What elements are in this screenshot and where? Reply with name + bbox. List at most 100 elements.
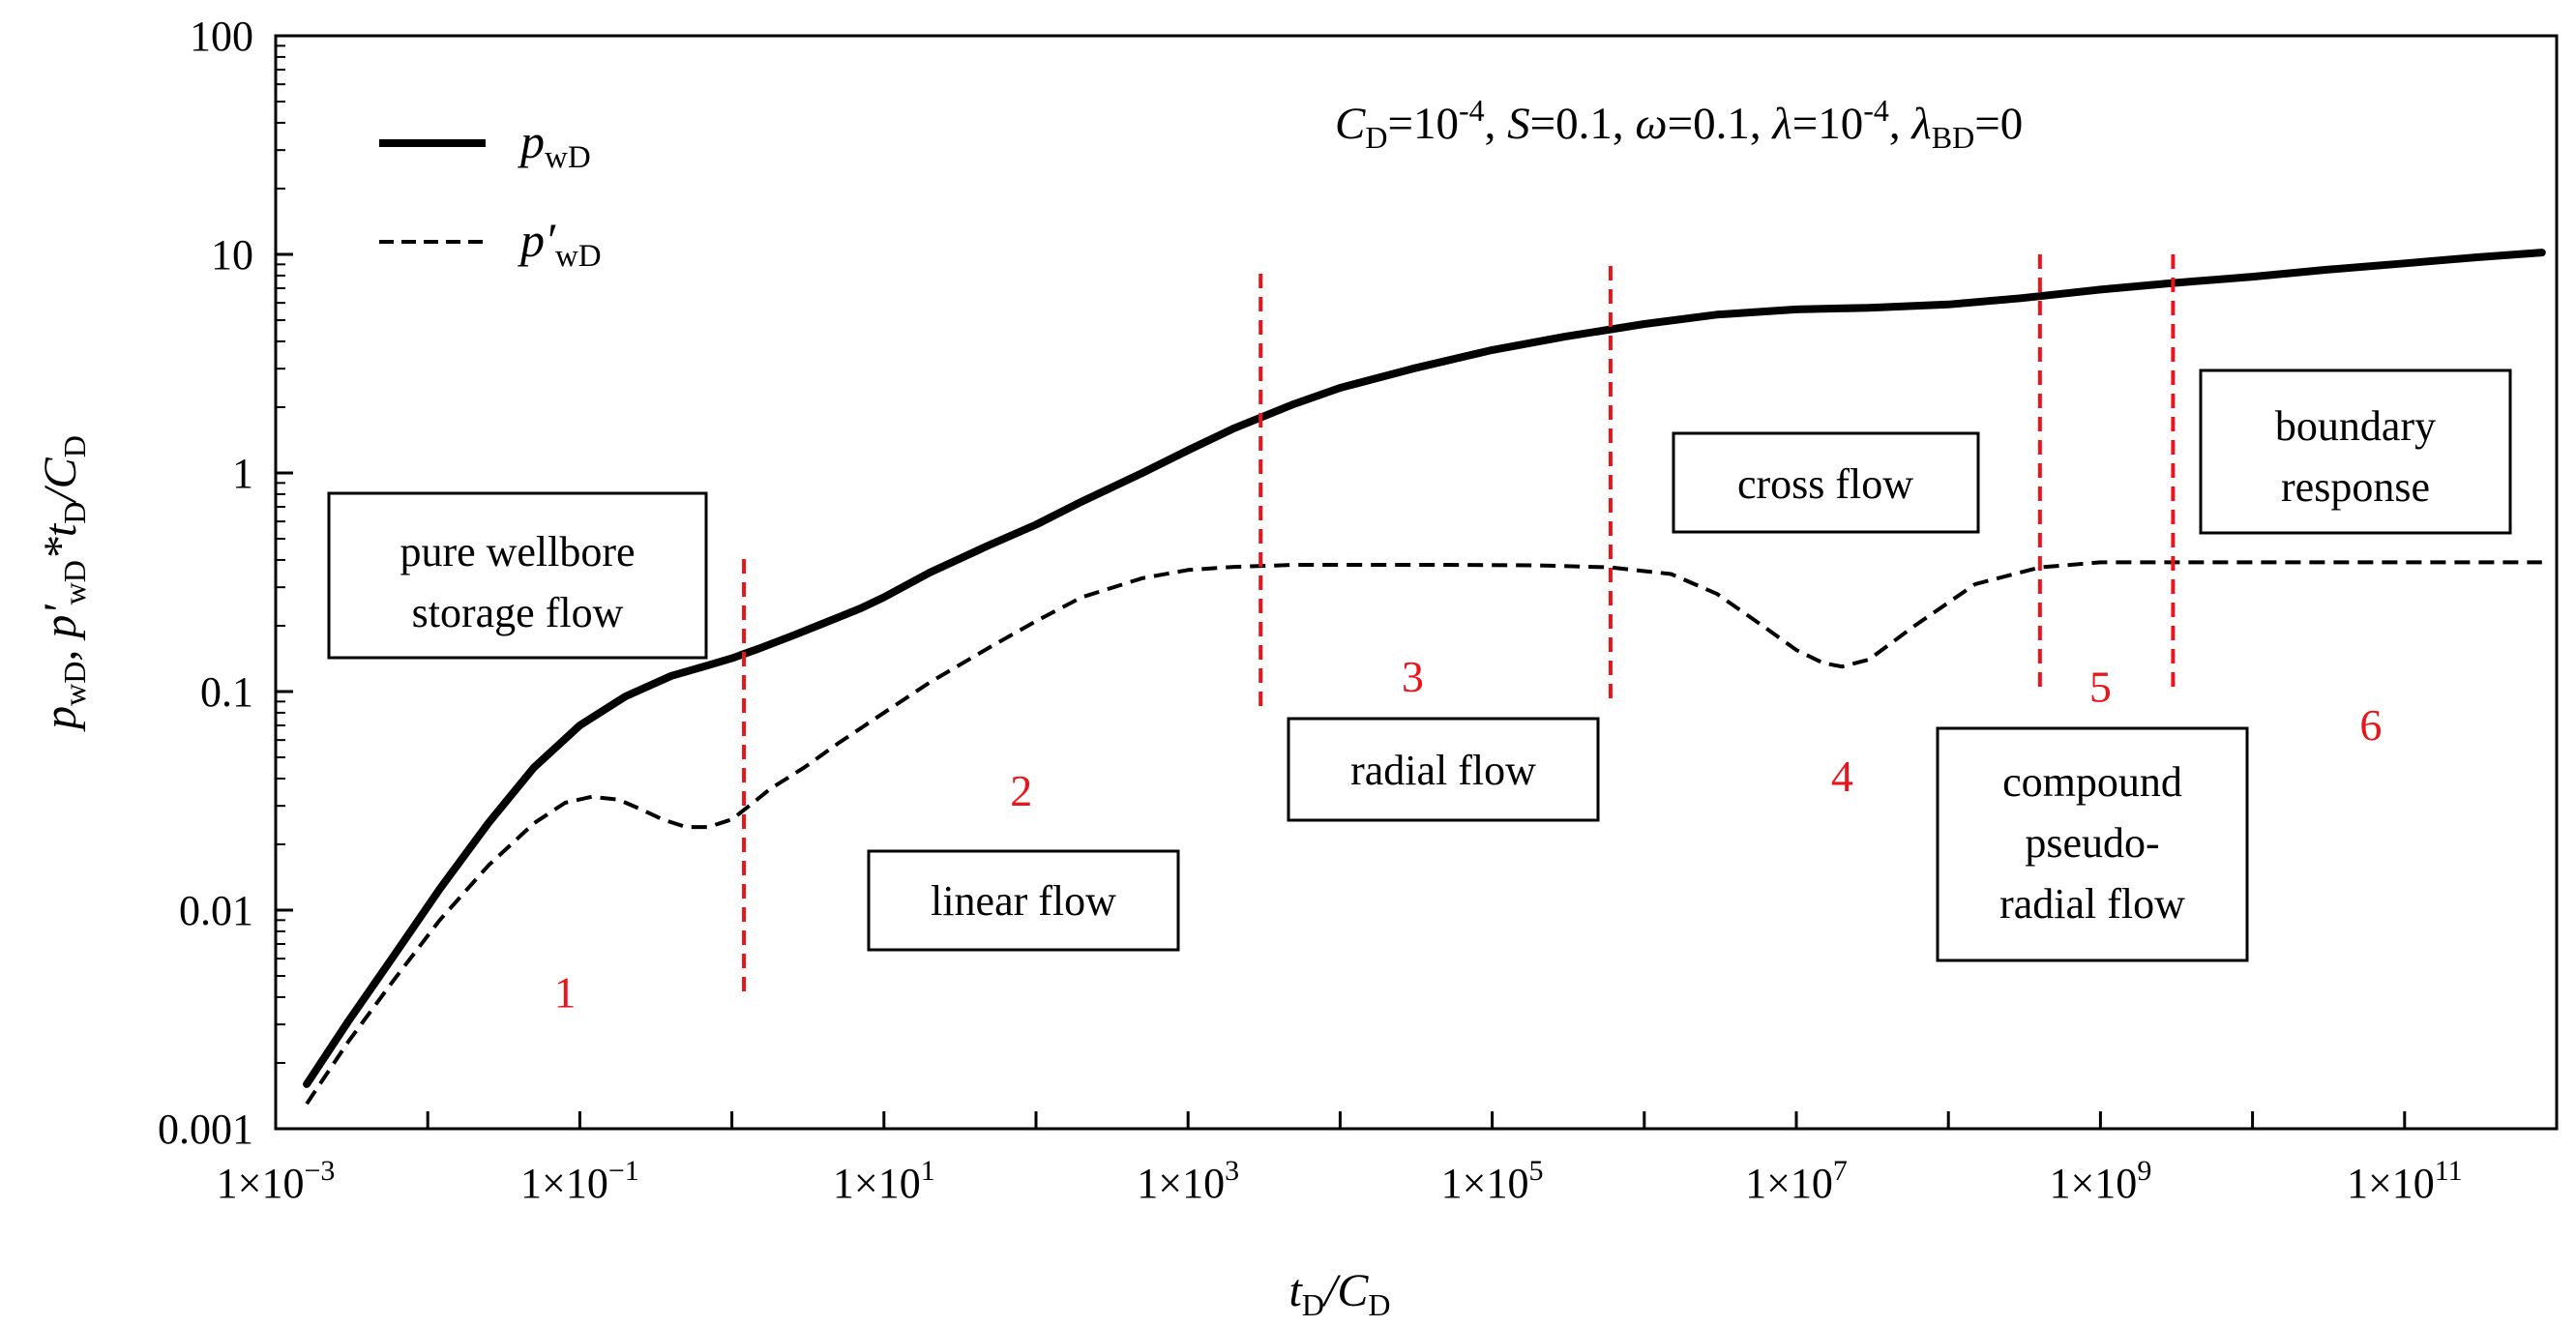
xlabel-sub: D	[1302, 1287, 1324, 1322]
legend: pwD p′wD	[379, 114, 602, 274]
x-tick-label: 1×103	[1137, 1155, 1239, 1207]
series-line-pwd	[303, 249, 2546, 1088]
param-lbd-value: =0	[1974, 99, 2023, 149]
param-cd-symbol: C	[1335, 99, 1366, 149]
axis-ticks	[274, 34, 2559, 1131]
x-tick-exponent: 9	[2137, 1155, 2151, 1187]
flow-box-boundary-response: boundary response	[2199, 369, 2512, 535]
flow-box-frame	[327, 491, 708, 660]
flow-box-linear: linear flow	[867, 849, 1180, 952]
ylabel-sub: wD	[57, 662, 92, 706]
flow-box-compound-pseudo-radial: compound pseudo- radial flow	[1936, 726, 2249, 962]
series-line-pwd-derivative	[305, 560, 2542, 1106]
x-tick-label: 1×107	[1745, 1155, 1848, 1207]
y-tick-label: 100	[190, 13, 253, 60]
flow-box-cross: cross flow	[1672, 431, 1980, 534]
y-tick-label: 1	[232, 450, 253, 497]
y-tick-label: 0.1	[200, 668, 253, 716]
y-tick-label: 10	[211, 231, 253, 279]
x-tick-label: 1×1011	[2347, 1155, 2463, 1207]
region-number: 2	[1010, 766, 1032, 815]
param-s-value: =0.1,	[1530, 99, 1636, 149]
x-tick-base: 1×10	[833, 1160, 921, 1207]
y-tick-labels: 0.001 0.01 0.1 1 10 100	[158, 13, 253, 1153]
legend-symbol: p	[518, 114, 545, 168]
flow-box-line: compound	[2002, 758, 2182, 806]
x-tick-base: 1×10	[1137, 1160, 1225, 1207]
legend-label-pwd: pwD	[518, 114, 591, 175]
ylabel-sub: D	[57, 435, 92, 457]
x-tick-exponent: 7	[1833, 1155, 1848, 1187]
x-tick-exponent: 11	[2435, 1155, 2463, 1187]
divider-layer	[742, 254, 2176, 996]
param-s-symbol: S	[1507, 99, 1530, 149]
flow-box-frame	[2199, 369, 2512, 535]
x-tick-labels: 1×10−3 1×10−1 1×101 1×103 1×105 1×107 1×109 1×1…	[217, 1155, 2463, 1207]
flow-box-line: radial flow	[1999, 880, 2185, 928]
y-tick-label: 0.01	[179, 887, 253, 934]
ylabel-t: *t	[35, 522, 86, 560]
xlabel-c: /C	[1321, 1265, 1369, 1316]
legend-subscript: wD	[545, 140, 591, 175]
region-number-layer: 1 2 3 4 5 6	[554, 652, 2383, 1017]
x-tick-label: 1×105	[1441, 1155, 1544, 1207]
region-number: 4	[1831, 752, 1853, 801]
flow-box-line: storage flow	[412, 589, 624, 636]
legend-subscript: wD	[555, 239, 602, 274]
x-tick-exponent: −3	[304, 1155, 335, 1187]
y-tick-label: 0.001	[158, 1106, 253, 1153]
flow-box-line: pure wellbore	[400, 528, 635, 575]
flow-box-line: boundary	[2275, 402, 2436, 450]
flow-box-line: linear flow	[931, 877, 1116, 925]
flow-box-frame	[1287, 717, 1600, 822]
xlabel-t: t	[1289, 1265, 1304, 1316]
legend-label-pwd-derivative: p′wD	[518, 213, 602, 274]
x-axis-title: tD/CD	[1289, 1265, 1391, 1322]
param-separator: ,	[1889, 99, 1912, 149]
flow-box-frame	[1672, 431, 1980, 534]
region-number: 6	[2359, 700, 2382, 750]
x-tick-exponent: −1	[608, 1155, 639, 1187]
flow-box-frame	[867, 849, 1180, 952]
x-tick-exponent: 3	[1225, 1155, 1239, 1187]
ylabel-p: p	[35, 706, 86, 732]
ylabel-pprime: , p'	[35, 605, 86, 662]
flow-box-pure-wellbore-storage: pure wellbore storage flow	[327, 491, 708, 660]
series-layer	[303, 249, 2546, 1106]
x-tick-base: 1×10	[2049, 1160, 2137, 1207]
flow-box-line: pseudo-	[2025, 819, 2159, 867]
x-tick-exponent: 5	[1529, 1155, 1544, 1187]
param-cd-value: =10	[1387, 99, 1459, 149]
flow-box-line: radial flow	[1350, 747, 1536, 794]
x-tick-base: 1×10	[217, 1160, 305, 1207]
param-cd-exponent: -4	[1459, 93, 1485, 128]
region-number: 3	[1402, 652, 1424, 701]
plot-frame	[274, 34, 2559, 1131]
ylabel-sub: D	[57, 502, 92, 524]
x-tick-label: 1×10−3	[217, 1155, 336, 1207]
x-tick-base: 1×10	[2347, 1160, 2435, 1207]
param-lbd-symbol: λ	[1910, 99, 1931, 149]
flow-box-line: response	[2281, 463, 2430, 511]
x-tick-base: 1×10	[1441, 1160, 1529, 1207]
ylabel-c: /C	[35, 457, 86, 504]
param-lambda-value: =10	[1792, 99, 1864, 149]
param-lbd-subscript: BD	[1932, 120, 1974, 155]
flow-box-radial: radial flow	[1287, 717, 1600, 822]
parameter-annotation: CD=10-4, S=0.1, ω=0.1, λ=10-4, λBD=0	[1335, 93, 2023, 155]
param-lambda-symbol: λ	[1770, 99, 1791, 149]
param-omega-symbol: ω	[1635, 99, 1667, 149]
ylabel-sub: wD	[57, 560, 92, 605]
flow-box-line: cross flow	[1737, 460, 1913, 508]
param-separator: ,	[1485, 99, 1508, 149]
x-tick-base: 1×10	[520, 1160, 608, 1207]
x-tick-exponent: 1	[921, 1155, 935, 1187]
y-axis-title: pwD, p'wD*tD/CD	[35, 435, 92, 732]
x-tick-label: 1×109	[2049, 1155, 2151, 1207]
param-omega-value: =0.1,	[1668, 99, 1773, 149]
param-lambda-exponent: -4	[1863, 93, 1889, 128]
flow-box-frame	[1936, 726, 2249, 962]
param-cd-subscript: D	[1365, 120, 1387, 155]
legend-symbol: p′	[518, 213, 556, 267]
